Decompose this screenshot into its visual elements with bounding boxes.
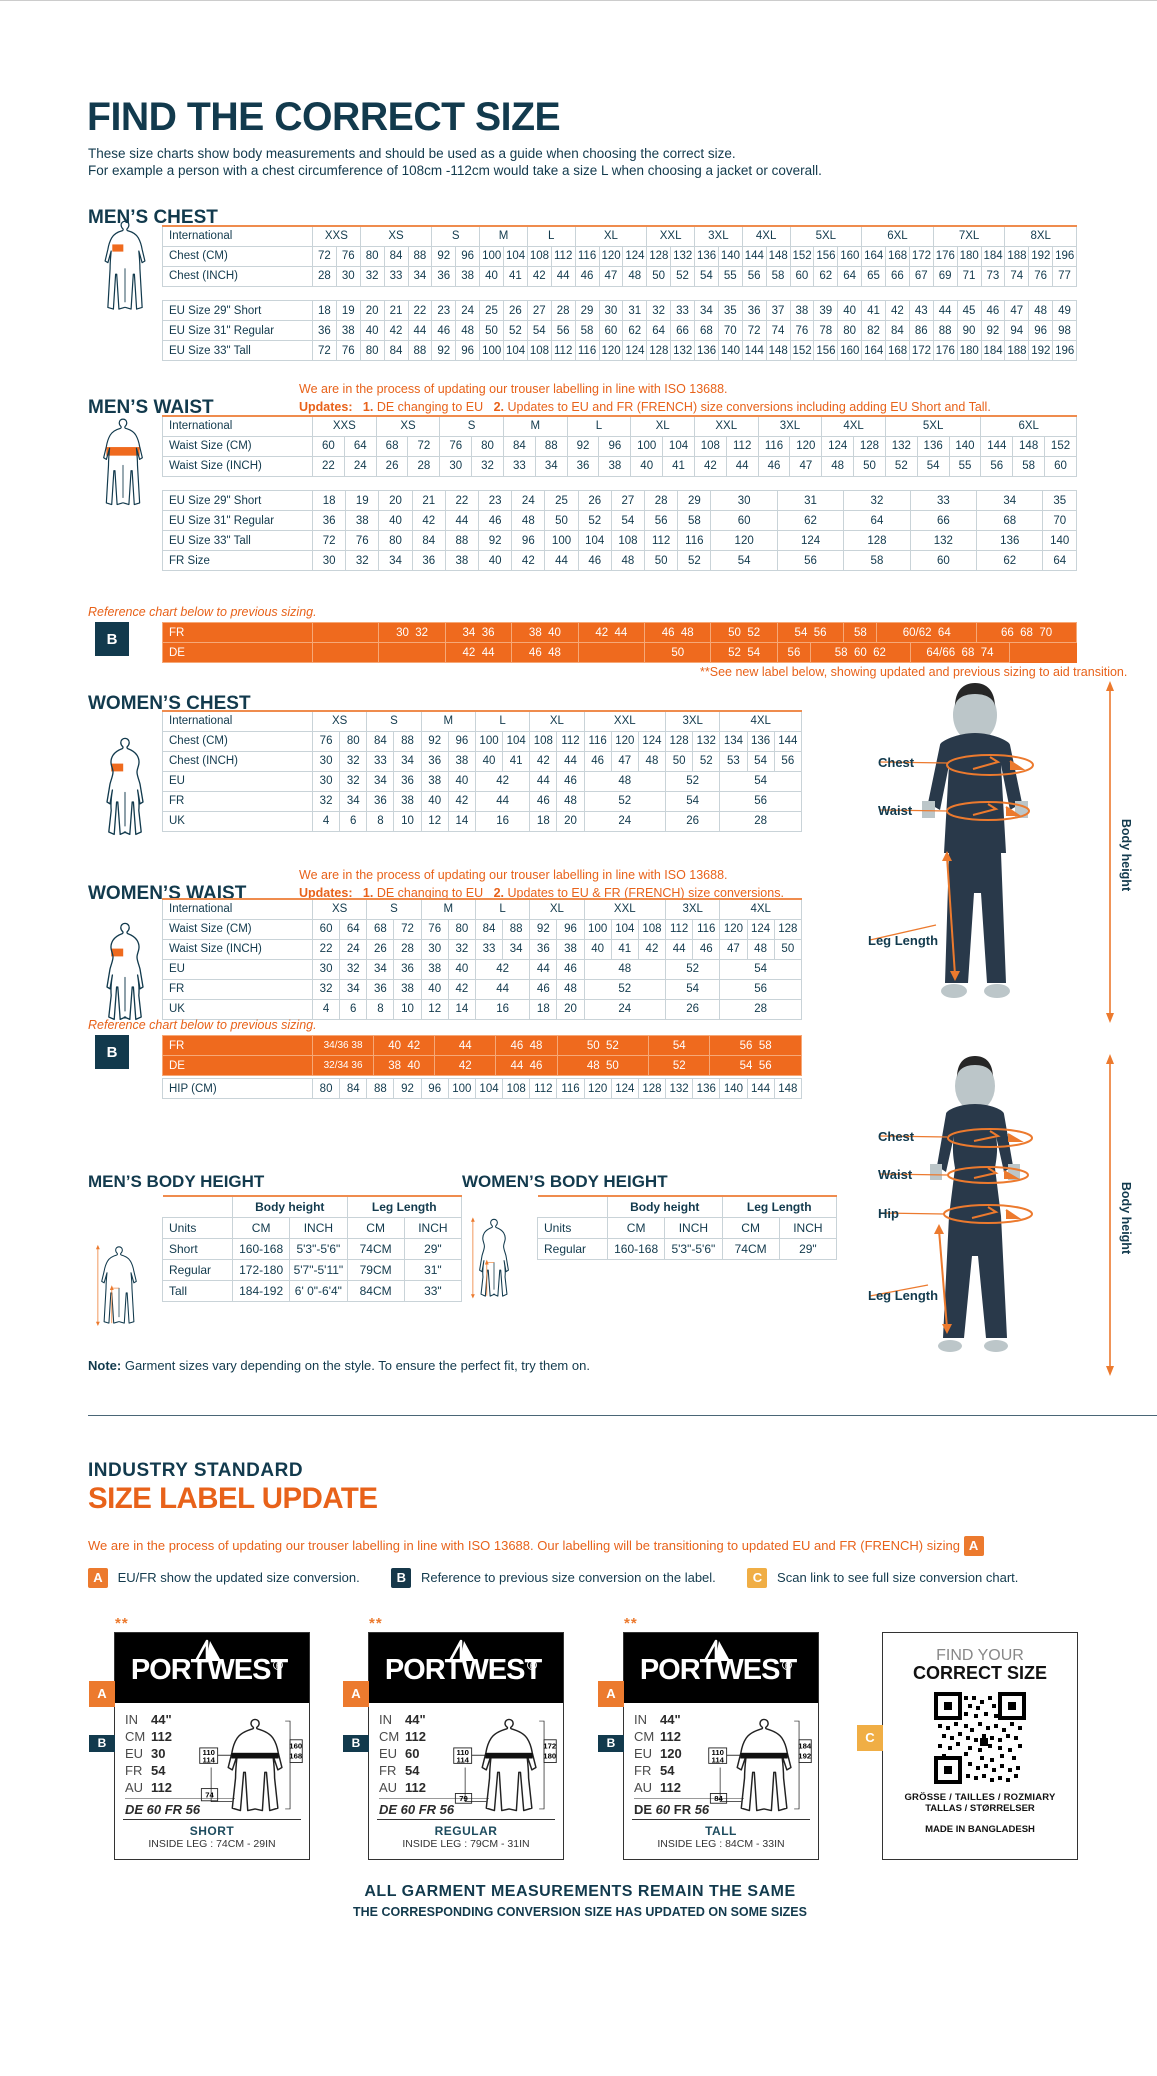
svg-text:Chest: Chest	[878, 1129, 915, 1144]
svg-text:R: R	[530, 1664, 535, 1670]
svg-text:184: 184	[798, 1742, 812, 1751]
svg-text:R: R	[785, 1664, 790, 1670]
svg-text:Body height: Body height	[1119, 1182, 1133, 1255]
svg-text:172: 172	[543, 1742, 556, 1751]
svg-text:Waist: Waist	[878, 1167, 913, 1182]
svg-text:Hip: Hip	[878, 1206, 899, 1221]
svg-text:114: 114	[711, 1756, 724, 1765]
svg-text:Leg Length: Leg Length	[868, 1288, 938, 1303]
svg-text:160: 160	[289, 1742, 302, 1751]
svg-text:79: 79	[459, 1794, 468, 1803]
svg-text:114: 114	[202, 1756, 215, 1765]
svg-text:74: 74	[205, 1791, 214, 1800]
svg-text:114: 114	[456, 1756, 469, 1765]
svg-text:Waist: Waist	[878, 803, 913, 818]
svg-text:84: 84	[714, 1794, 723, 1803]
svg-text:R: R	[276, 1664, 281, 1670]
svg-text:Body height: Body height	[1119, 819, 1133, 892]
svg-text:Chest: Chest	[878, 755, 915, 770]
svg-text:168: 168	[289, 1751, 303, 1760]
svg-text:192: 192	[798, 1751, 811, 1760]
svg-text:Leg Length: Leg Length	[868, 933, 938, 948]
svg-text:180: 180	[543, 1751, 556, 1760]
